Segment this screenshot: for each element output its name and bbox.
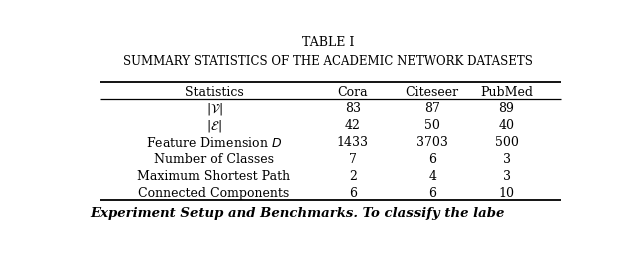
Text: Feature Dimension $D$: Feature Dimension $D$	[146, 135, 282, 149]
Text: 89: 89	[499, 102, 515, 115]
Text: 3: 3	[502, 169, 511, 182]
Text: 50: 50	[424, 119, 440, 132]
Text: 40: 40	[499, 119, 515, 132]
Text: Connected Components: Connected Components	[138, 186, 289, 199]
Text: 6: 6	[349, 186, 357, 199]
Text: 10: 10	[499, 186, 515, 199]
Text: 3: 3	[502, 152, 511, 165]
Text: $|\mathcal{V}|$: $|\mathcal{V}|$	[205, 101, 222, 116]
Text: 42: 42	[345, 119, 361, 132]
Text: 87: 87	[424, 102, 440, 115]
Text: Citeseer: Citeseer	[406, 85, 459, 98]
Text: SUMMARY STATISTICS OF THE ACADEMIC NETWORK DATASETS: SUMMARY STATISTICS OF THE ACADEMIC NETWO…	[123, 55, 533, 68]
Text: 83: 83	[345, 102, 361, 115]
Text: 2: 2	[349, 169, 356, 182]
Text: Maximum Shortest Path: Maximum Shortest Path	[138, 169, 291, 182]
Text: 4: 4	[428, 169, 436, 182]
Text: Number of Classes: Number of Classes	[154, 152, 274, 165]
Text: Statistics: Statistics	[184, 85, 243, 98]
Text: 7: 7	[349, 152, 356, 165]
Text: Cora: Cora	[337, 85, 368, 98]
Text: 3703: 3703	[416, 135, 448, 148]
Text: 6: 6	[428, 186, 436, 199]
Text: 500: 500	[495, 135, 518, 148]
Text: Experiment Setup and Benchmarks. To classify the labe: Experiment Setup and Benchmarks. To clas…	[90, 206, 504, 219]
Text: PubMed: PubMed	[480, 85, 533, 98]
Text: TABLE I: TABLE I	[302, 35, 354, 48]
Text: 1433: 1433	[337, 135, 369, 148]
Text: $|\mathcal{E}|$: $|\mathcal{E}|$	[206, 117, 222, 133]
Text: 6: 6	[428, 152, 436, 165]
